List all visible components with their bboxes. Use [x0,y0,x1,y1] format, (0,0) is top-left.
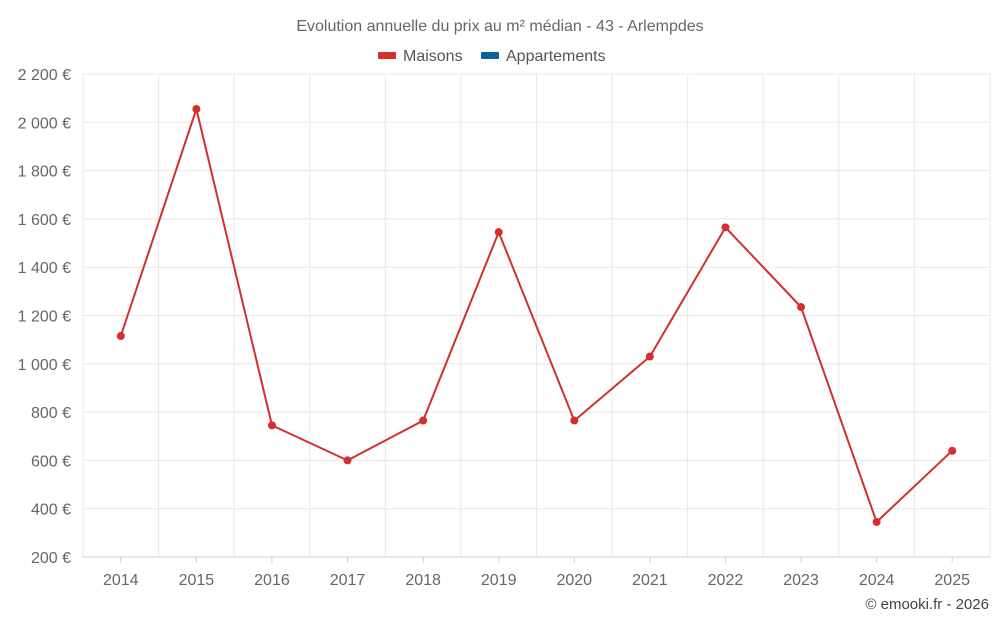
y-axis: 200 € 400 € 600 € 800 € 1 000 € 1 200 € 1 400 … [18,67,71,567]
chart-title: Evolution annuelle du prix au m² médian … [296,18,703,35]
grid [82,73,991,557]
legend-item-appartements[interactable]: Appartements [481,48,606,65]
legend-label-maisons: Maisons [403,48,463,65]
credit-text: © emooki.fr - 2026 [865,596,989,613]
data-point[interactable] [570,416,579,425]
y-tick-label: 400 € [31,502,71,519]
y-tick-label: 1 800 € [18,164,71,181]
data-point[interactable] [343,456,352,465]
data-point[interactable] [494,228,503,237]
y-tick-label: 1 200 € [18,309,71,326]
data-point[interactable] [721,223,730,232]
x-tick-label: 2021 [632,572,668,589]
data-point[interactable] [116,332,125,341]
x-tick-label: 2023 [783,572,819,589]
legend: Maisons Appartements [378,48,606,65]
x-tick-label: 2024 [859,572,895,589]
x-tick-label: 2025 [934,572,970,589]
x-tick-label: 2014 [103,572,139,589]
x-axis: 2014 2015 2016 2017 2018 2019 2020 2021 2022 2023… [83,556,990,589]
data-point[interactable] [948,446,957,455]
x-tick-label: 2022 [708,572,744,589]
data-point[interactable] [192,105,201,114]
y-tick-label: 1 400 € [18,260,71,277]
y-tick-label: 1 000 € [18,357,71,374]
data-point[interactable] [797,303,806,312]
x-tick-label: 2020 [556,572,592,589]
x-tick-label: 2018 [405,572,441,589]
y-tick-label: 1 600 € [18,212,71,229]
series-line-maisons [119,108,953,523]
x-tick-label: 2016 [254,572,290,589]
legend-label-appartements: Appartements [506,48,606,65]
data-point[interactable] [645,352,654,361]
legend-swatch-maisons [378,52,396,59]
y-tick-label: 2 200 € [18,67,71,84]
data-point[interactable] [267,421,276,430]
x-tick-label: 2015 [179,572,215,589]
series-layer [116,105,957,526]
data-point[interactable] [419,416,428,425]
y-tick-label: 200 € [31,550,71,567]
y-tick-label: 2 000 € [18,115,71,132]
legend-item-maisons[interactable]: Maisons [378,48,463,65]
x-tick-label: 2019 [481,572,517,589]
y-tick-label: 600 € [31,453,71,470]
y-tick-label: 800 € [31,405,71,422]
x-tick-label: 2017 [330,572,366,589]
data-point[interactable] [872,517,881,526]
legend-swatch-appartements [481,52,499,59]
